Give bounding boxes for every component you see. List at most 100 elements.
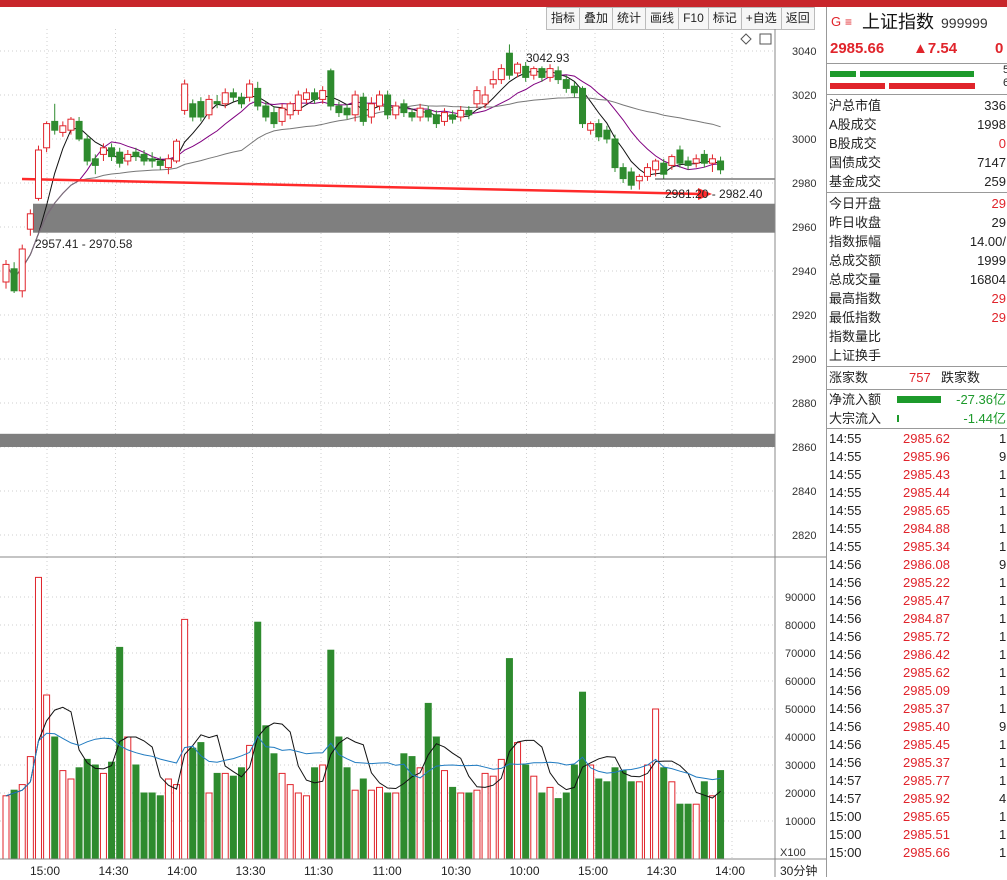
market-stats-1: 沪总市值 336 A股成交 1998 B股成交 0 国债成交 7147 基金成交 259	[827, 94, 1007, 191]
candle-body	[124, 153, 132, 162]
candle-body	[311, 92, 319, 100]
tick-price: 2985.65	[903, 503, 950, 518]
tick-time: 14:57	[829, 773, 862, 788]
stat-value: 1999	[977, 253, 1006, 268]
stat-row: 最高指数 29	[827, 289, 1007, 308]
volume-bar	[668, 781, 676, 860]
tick-price: 2985.96	[903, 449, 950, 464]
stat-row: 昨日收盘 29	[827, 213, 1007, 232]
tick-time: 14:56	[829, 665, 862, 680]
tick-price: 2985.34	[903, 539, 950, 554]
code-letter-icon[interactable]: G	[831, 14, 842, 29]
tick-time: 14:56	[829, 701, 862, 716]
candle-body	[595, 123, 603, 138]
volume-bar	[359, 778, 367, 860]
tick-volume: 1	[999, 593, 1007, 608]
tick-time: 14:55	[829, 449, 862, 464]
volume-bar	[489, 775, 497, 860]
candle-body	[643, 167, 651, 177]
toolbar-overlay-button[interactable]: 叠加	[579, 7, 613, 30]
candle-body	[522, 65, 530, 78]
tick-row: 14:56 2985.45 1	[827, 736, 1007, 754]
tick-price: 2986.42	[903, 647, 950, 662]
up-count-label: 涨家数	[829, 370, 869, 385]
candle-body	[676, 149, 684, 164]
stat-value: 29	[991, 291, 1006, 306]
volume-bar	[465, 792, 473, 860]
volume-bar	[457, 792, 465, 860]
candle-body	[619, 167, 627, 180]
candle-body	[465, 109, 473, 116]
stat-row: 总成交量 16804	[827, 270, 1007, 289]
upper-gap-label: 2981.20 - 2982.40	[665, 187, 763, 201]
volume-bar	[570, 764, 578, 860]
time-axis-label: 11:00	[373, 864, 402, 877]
candle-body	[376, 94, 384, 107]
candle-body	[26, 213, 34, 230]
tick-row: 14:56 2984.87 1	[827, 610, 1007, 628]
stat-value: 7147	[977, 155, 1006, 170]
volume-bar	[684, 803, 692, 860]
volume-ma-5-line	[5, 706, 721, 799]
candle-body	[108, 147, 116, 158]
kline-chart-area[interactable]: 3040 3020 3000 2980 2960 2940 2920 2900 2880 2860…	[0, 29, 826, 878]
candle-body	[668, 156, 676, 166]
tick-row: 14:56 2985.22 1	[827, 574, 1007, 592]
candle-body	[91, 158, 99, 166]
candle-body	[359, 96, 367, 122]
volume-bar	[51, 736, 59, 860]
toolbar-draw-button[interactable]: 画线	[645, 7, 679, 30]
trend-arrow-head	[698, 188, 712, 200]
flow-row: 净流入额 -27.36亿	[827, 390, 1007, 409]
candle-body	[164, 158, 172, 169]
toolbar-indicator-button[interactable]: 指标	[546, 7, 580, 30]
candle-body	[449, 114, 457, 120]
candle-body	[189, 103, 197, 118]
tick-row: 14:55 2984.88 1	[827, 520, 1007, 538]
toolbar-mark-button[interactable]: 标记	[707, 7, 741, 30]
toolbar-f10-button[interactable]: F10	[678, 7, 708, 30]
price-axis-label: 3040	[792, 46, 816, 58]
volume-bar	[416, 767, 424, 860]
flow-value: -1.44亿	[963, 411, 1006, 426]
candle-body	[473, 90, 481, 105]
stat-label: 总成交额	[829, 253, 882, 268]
candle-body	[2, 263, 10, 283]
tick-price: 2985.22	[903, 575, 950, 590]
candle-body	[254, 87, 262, 107]
volume-bar	[229, 775, 237, 860]
volume-bar	[311, 767, 319, 860]
stat-value: 259	[984, 174, 1006, 189]
volume-bar	[619, 770, 627, 860]
diamond-icon[interactable]	[740, 33, 752, 45]
volume-bar	[221, 772, 229, 860]
candle-body	[156, 160, 164, 166]
volume-bar	[717, 770, 725, 860]
candle-body	[173, 140, 181, 162]
candle-body	[530, 68, 538, 76]
period-label[interactable]: 30分钟	[780, 863, 817, 878]
volume-bar	[237, 767, 245, 860]
toolbar-add-watchlist-button[interactable]: +自选	[740, 7, 781, 30]
toolbar-stats-button[interactable]: 统计	[612, 7, 646, 30]
volume-bar	[440, 770, 448, 860]
volume-bar	[140, 792, 148, 860]
stat-label: 沪总市值	[829, 98, 882, 113]
volume-axis-label: 10000	[785, 816, 816, 828]
tick-row: 14:57 2985.77 1	[827, 772, 1007, 790]
volume-bar	[692, 803, 700, 860]
minimize-icon[interactable]	[759, 33, 772, 45]
volume-bar	[75, 767, 83, 860]
volume-bar	[635, 781, 643, 860]
tick-price: 2985.37	[903, 755, 950, 770]
candle-body	[351, 94, 359, 116]
candle-body	[335, 105, 343, 114]
kline-chart-svg[interactable]: 3040 3020 3000 2980 2960 2940 2920 2900 2880 2860…	[0, 29, 826, 878]
menu-icon[interactable]: ≡	[845, 15, 853, 29]
stat-value: 1998	[977, 117, 1006, 132]
volume-bar	[91, 764, 99, 860]
tick-list[interactable]: 14:55 2985.62 1 14:55 2985.96 9 14:55 2985.43 1 1…	[827, 428, 1007, 862]
volume-bar	[108, 761, 116, 860]
tick-row: 14:55 2985.62 1	[827, 430, 1007, 448]
toolbar-back-button[interactable]: 返回	[780, 7, 815, 30]
